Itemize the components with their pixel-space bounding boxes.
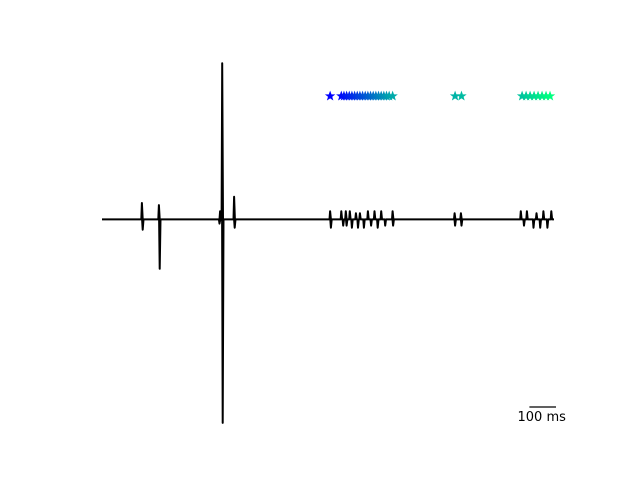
spike-markers [324, 90, 556, 101]
scale-bar-label: 100 ms [518, 410, 567, 425]
spike-marker-star [387, 90, 398, 101]
scale-bar: 100 ms [518, 406, 567, 425]
spike-marker-star [324, 90, 336, 101]
spike-marker-star [456, 90, 467, 101]
voltage-trace-line [102, 62, 554, 424]
spike-marker-star [544, 90, 556, 101]
